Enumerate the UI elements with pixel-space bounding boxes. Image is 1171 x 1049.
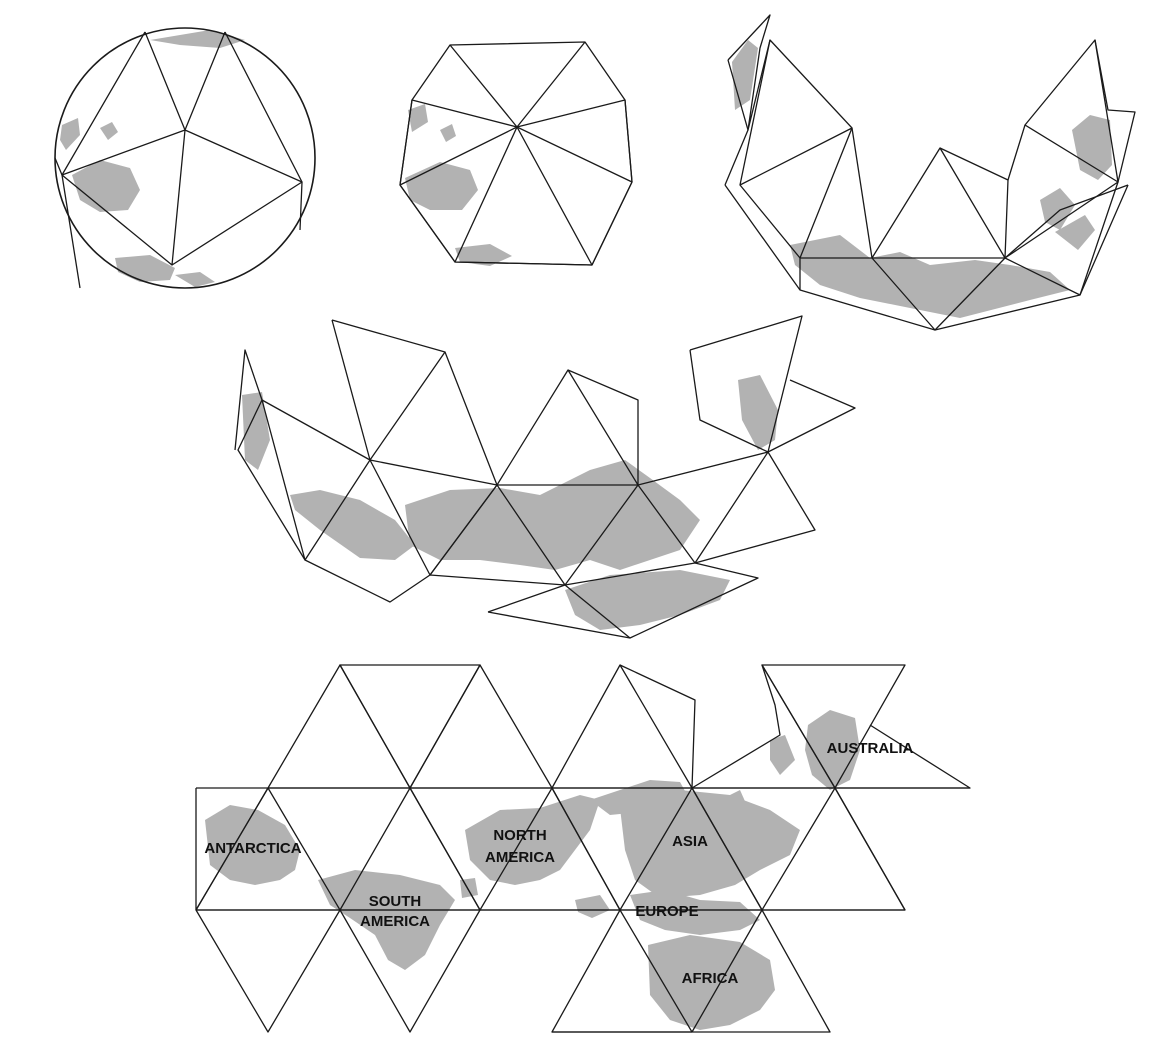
globe-sphere <box>54 27 316 289</box>
label-north-america-line2: AMERICA <box>485 849 555 866</box>
unfolded-stage-shallow <box>234 315 856 639</box>
antarctica-landmass <box>205 805 300 885</box>
continent-labels: ANTARCTICA SOUTH AMERICA NORTH AMERICA A… <box>204 740 913 987</box>
label-africa: AFRICA <box>682 970 739 987</box>
label-australia: AUSTRALIA <box>827 740 914 757</box>
australia-landmass <box>805 710 860 790</box>
europe-landmass <box>630 890 760 935</box>
dymaxion-flat-net <box>195 664 971 1033</box>
label-asia: ASIA <box>672 833 708 850</box>
asia-landmass <box>620 790 800 898</box>
north-america-landmass <box>465 795 600 885</box>
label-south-america-line2: AMERICA <box>360 913 430 930</box>
africa-landmass <box>648 935 775 1030</box>
icosahedron <box>399 41 633 266</box>
label-antarctica: ANTARCTICA <box>204 840 301 857</box>
label-north-america-line1: NORTH <box>493 827 546 844</box>
unfolded-stage-deep <box>724 14 1136 331</box>
south-america-landmass <box>318 870 455 970</box>
label-south-america-line1: SOUTH <box>369 893 422 910</box>
label-europe: EUROPE <box>635 903 698 920</box>
